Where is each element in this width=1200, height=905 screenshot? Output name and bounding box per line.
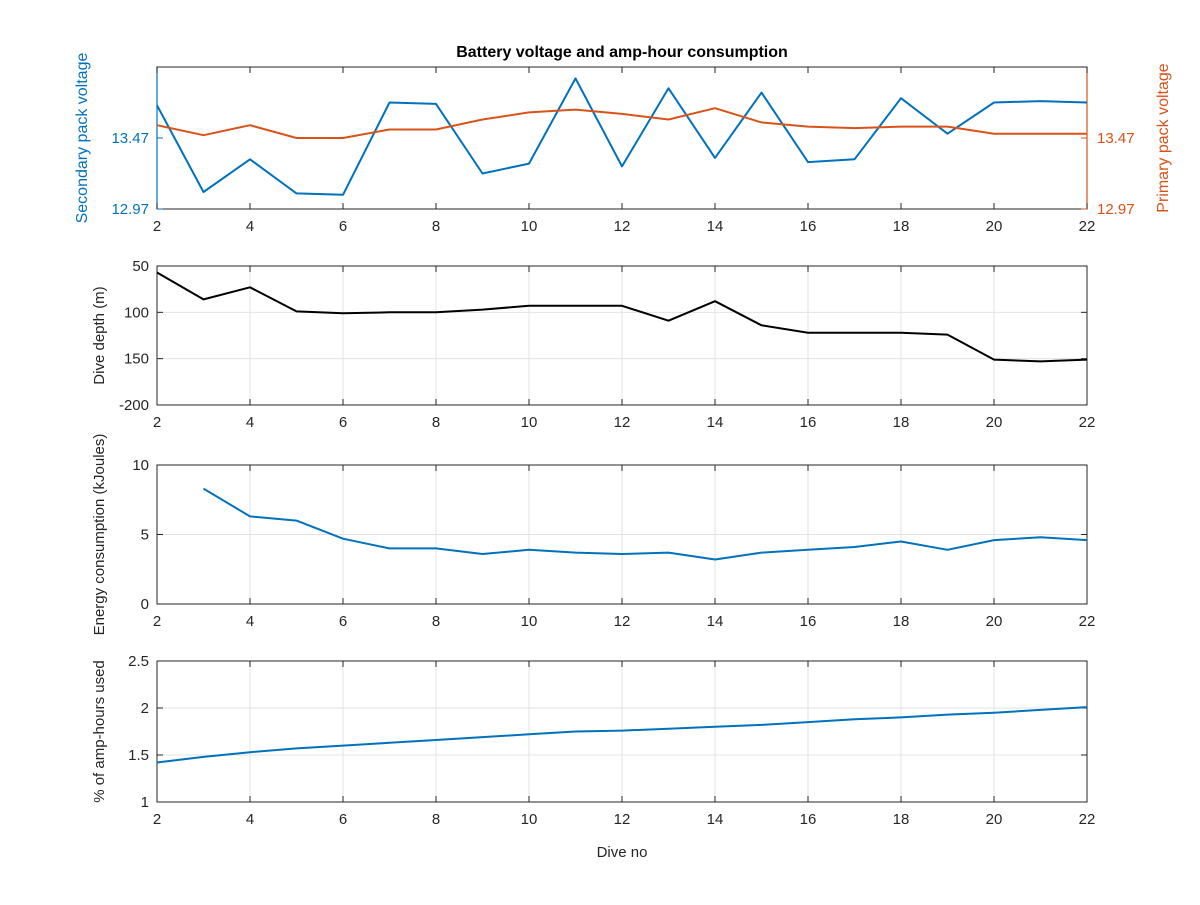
x-tick-label-1: 18 [893,218,910,235]
x-tick-label-4: 10 [521,811,538,828]
x-tick-label-3: 12 [614,613,631,630]
x-tick-label-4: 18 [893,811,910,828]
x-tick-label-3: 16 [800,613,817,630]
x-tick-label-2: 10 [521,414,538,431]
x-tick-label-1: 6 [339,218,347,235]
x-tick-label-4: 6 [339,811,347,828]
x-tick-label-2: 4 [246,414,254,431]
right-y-axis-label: Primary pack voltage [1155,63,1172,212]
right-y-tick-label: 13.47 [1097,130,1135,147]
y-tick-label-4: 1.5 [128,747,149,764]
x-tick-label-2: 12 [614,414,631,431]
x-tick-label-4: 12 [614,811,631,828]
x-tick-label-3: 6 [339,613,347,630]
left-y-axis-label: Secondary pack voltage [74,53,91,224]
x-tick-label-4: 8 [432,811,440,828]
y-tick-label-4: 2 [141,700,149,717]
x-tick-label-3: 2 [153,613,161,630]
y-tick-label-2: -200 [119,397,149,414]
y-tick-label-3: 10 [132,457,149,474]
y-tick-label-2: 100 [124,304,149,321]
y-tick-label-4: 1 [141,794,149,811]
x-tick-label-3: 14 [707,613,724,630]
x-tick-label-2: 6 [339,414,347,431]
x-tick-label-4: 14 [707,811,724,828]
x-tick-label-3: 20 [986,613,1003,630]
left-y-tick-label: 12.97 [111,201,149,218]
energy-consumption-line [202,487,1088,561]
x-tick-label-4: 2 [153,811,161,828]
x-tick-label-4: 16 [800,811,817,828]
x-tick-label-3: 8 [432,613,440,630]
x-tick-label-2: 14 [707,414,724,431]
x-tick-label-1: 10 [521,218,538,235]
x-tick-label-3: 22 [1079,613,1096,630]
x-tick-label-1: 20 [986,218,1003,235]
y-tick-label-3: 0 [141,596,149,613]
x-tick-label-4: 4 [246,811,254,828]
y-tick-label-2: 150 [124,351,149,368]
energy-y-label: Energy consumption (kJoules) [91,434,108,636]
left-y-tick-label: 13.47 [111,130,149,147]
secondary-voltage-line [156,77,1088,196]
x-tick-label-2: 22 [1079,414,1096,431]
x-axis-label: Dive no [597,844,648,861]
x-tick-label-4: 22 [1079,811,1096,828]
amp-hours-line [156,706,1088,764]
right-y-tick-label: 12.97 [1097,201,1135,218]
chart-title: Battery voltage and amp-hour consumption [456,44,788,61]
x-tick-label-1: 2 [153,218,161,235]
amp-hours-y-label: % of amp-hours used [91,660,108,803]
y-tick-label-3: 5 [141,527,149,544]
x-tick-label-1: 14 [707,218,724,235]
x-tick-label-2: 20 [986,414,1003,431]
x-tick-label-1: 4 [246,218,254,235]
primary-voltage-line [156,107,1087,139]
x-tick-label-2: 2 [153,414,161,431]
y-tick-label-4: 2.5 [128,653,149,670]
x-tick-label-2: 8 [432,414,440,431]
x-tick-label-1: 12 [614,218,631,235]
x-tick-label-3: 4 [246,613,254,630]
x-tick-label-1: 22 [1079,218,1096,235]
x-tick-label-4: 20 [986,811,1003,828]
x-tick-label-1: 16 [800,218,817,235]
x-tick-label-2: 18 [893,414,910,431]
y-tick-label-2: 50 [132,258,149,275]
dive-depth-y-label: Dive depth (m) [91,286,108,384]
x-tick-label-3: 10 [521,613,538,630]
x-tick-label-2: 16 [800,414,817,431]
x-tick-label-1: 8 [432,218,440,235]
x-tick-label-3: 18 [893,613,910,630]
dive-depth-line [156,271,1088,363]
